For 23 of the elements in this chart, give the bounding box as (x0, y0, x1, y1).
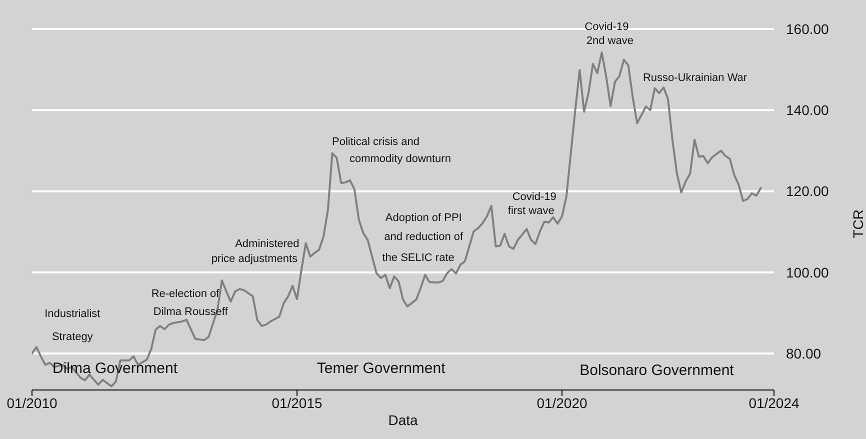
x-tick-label: 01/2010 (6, 394, 58, 411)
annotation: Russo-Ukrainian War (642, 72, 748, 84)
annotation: Adoption of PPI and reduction of the SELIC rate (382, 212, 464, 264)
annotation: Administered price adjustments (211, 238, 300, 265)
y-tick-label: 80.00 (786, 345, 822, 362)
annotation: Political crisis and commodity downturn (332, 136, 451, 165)
x-tick-label: 01/2024 (748, 394, 800, 411)
annotation: Temer Government (316, 360, 446, 376)
y-axis-title: TCR (850, 210, 866, 238)
y-tick-label: 100.00 (786, 264, 830, 280)
annotation: Re-election of Dilma Rousseff (151, 288, 229, 318)
y-tick-label: 160.00 (786, 20, 830, 37)
annotation: Dilma Government (52, 360, 178, 376)
x-tick-label: 01/2020 (536, 394, 588, 411)
y-tick-label: 140.00 (786, 102, 830, 118)
line-series (32, 52, 762, 388)
x-axis-title: Data (388, 412, 418, 428)
annotation: Covid-19 first wave (508, 191, 556, 217)
annotation: Covid-19 2nd wave (584, 21, 634, 47)
annotation: Bolsonaro Government (580, 362, 735, 378)
annotation: Industrialist Strategy (44, 308, 100, 343)
y-tick-label: 120.00 (786, 183, 830, 200)
x-tick-label: 01/2015 (272, 394, 323, 411)
